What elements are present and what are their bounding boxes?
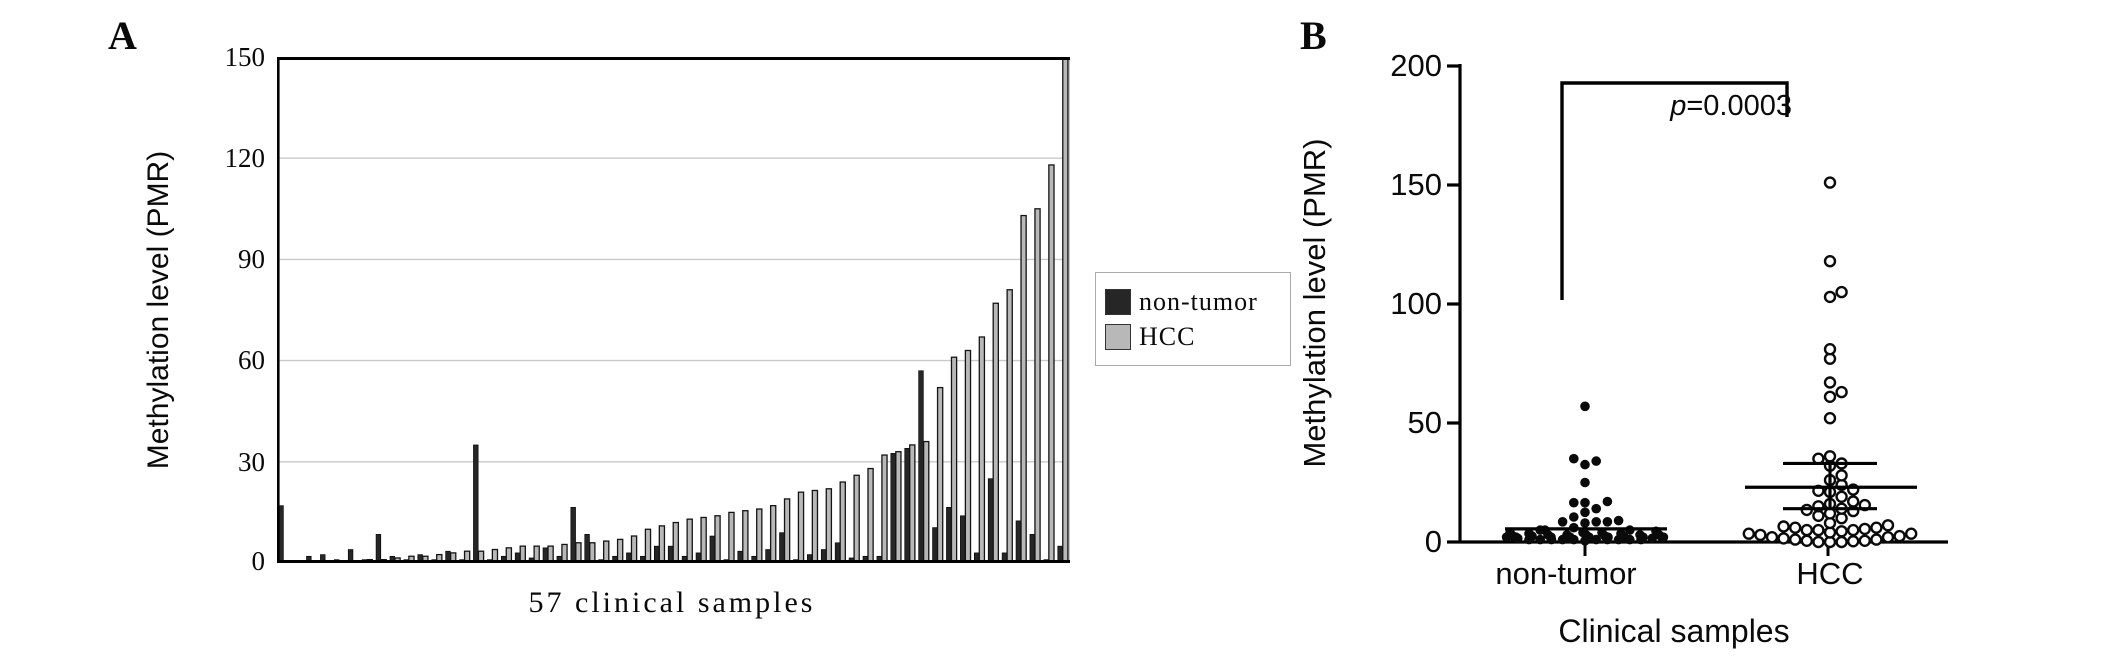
legend-swatch-hcc xyxy=(1105,323,1131,350)
panel-a-y-axis-title: Methylation level (PMR) xyxy=(142,150,175,470)
panel-b-ytick-0: 0 xyxy=(1424,524,1442,559)
panel-b-ytick-150: 150 xyxy=(1390,167,1442,202)
p-value-text: =0.0003 xyxy=(1686,90,1792,122)
panel-a-ytick-30: 30 xyxy=(238,447,265,477)
panel-a-bar-chart xyxy=(277,57,1070,563)
panel-b-ytick-100: 100 xyxy=(1390,286,1442,321)
p-symbol: p xyxy=(1670,90,1687,122)
panel-a-label: A xyxy=(108,13,137,58)
panel-a-x-axis-title: 57 clinical samples xyxy=(528,586,816,619)
legend-item-non-tumor: non-tumor xyxy=(1105,286,1290,316)
panel-a-ytick-60: 60 xyxy=(238,345,265,375)
p-value-annotation: p=0.0003 xyxy=(1572,90,1792,123)
legend: non-tumor HCC xyxy=(1095,272,1291,366)
legend-item-hcc: HCC xyxy=(1105,321,1290,351)
panel-a-ytick-120: 120 xyxy=(224,143,266,173)
panel-b-category-non-tumor: non-tumor xyxy=(1495,556,1637,591)
legend-swatch-non-tumor xyxy=(1105,288,1131,315)
panel-a-ytick-90: 90 xyxy=(238,244,265,274)
panel-b-ytick-200: 200 xyxy=(1390,48,1442,83)
panel-b-label: B xyxy=(1300,13,1327,58)
panel-b-ytick-50: 50 xyxy=(1407,405,1442,440)
panel-b-x-axis-title: Clinical samples xyxy=(1558,613,1790,649)
legend-label-non-tumor: non-tumor xyxy=(1139,286,1258,316)
panel-b-category-hcc: HCC xyxy=(1796,556,1864,591)
panel-a-ytick-0: 0 xyxy=(251,546,266,576)
panel-a-ytick-150: 150 xyxy=(224,42,266,72)
legend-label-hcc: HCC xyxy=(1139,321,1196,351)
panel-b-scatter-plot xyxy=(1447,64,1948,556)
